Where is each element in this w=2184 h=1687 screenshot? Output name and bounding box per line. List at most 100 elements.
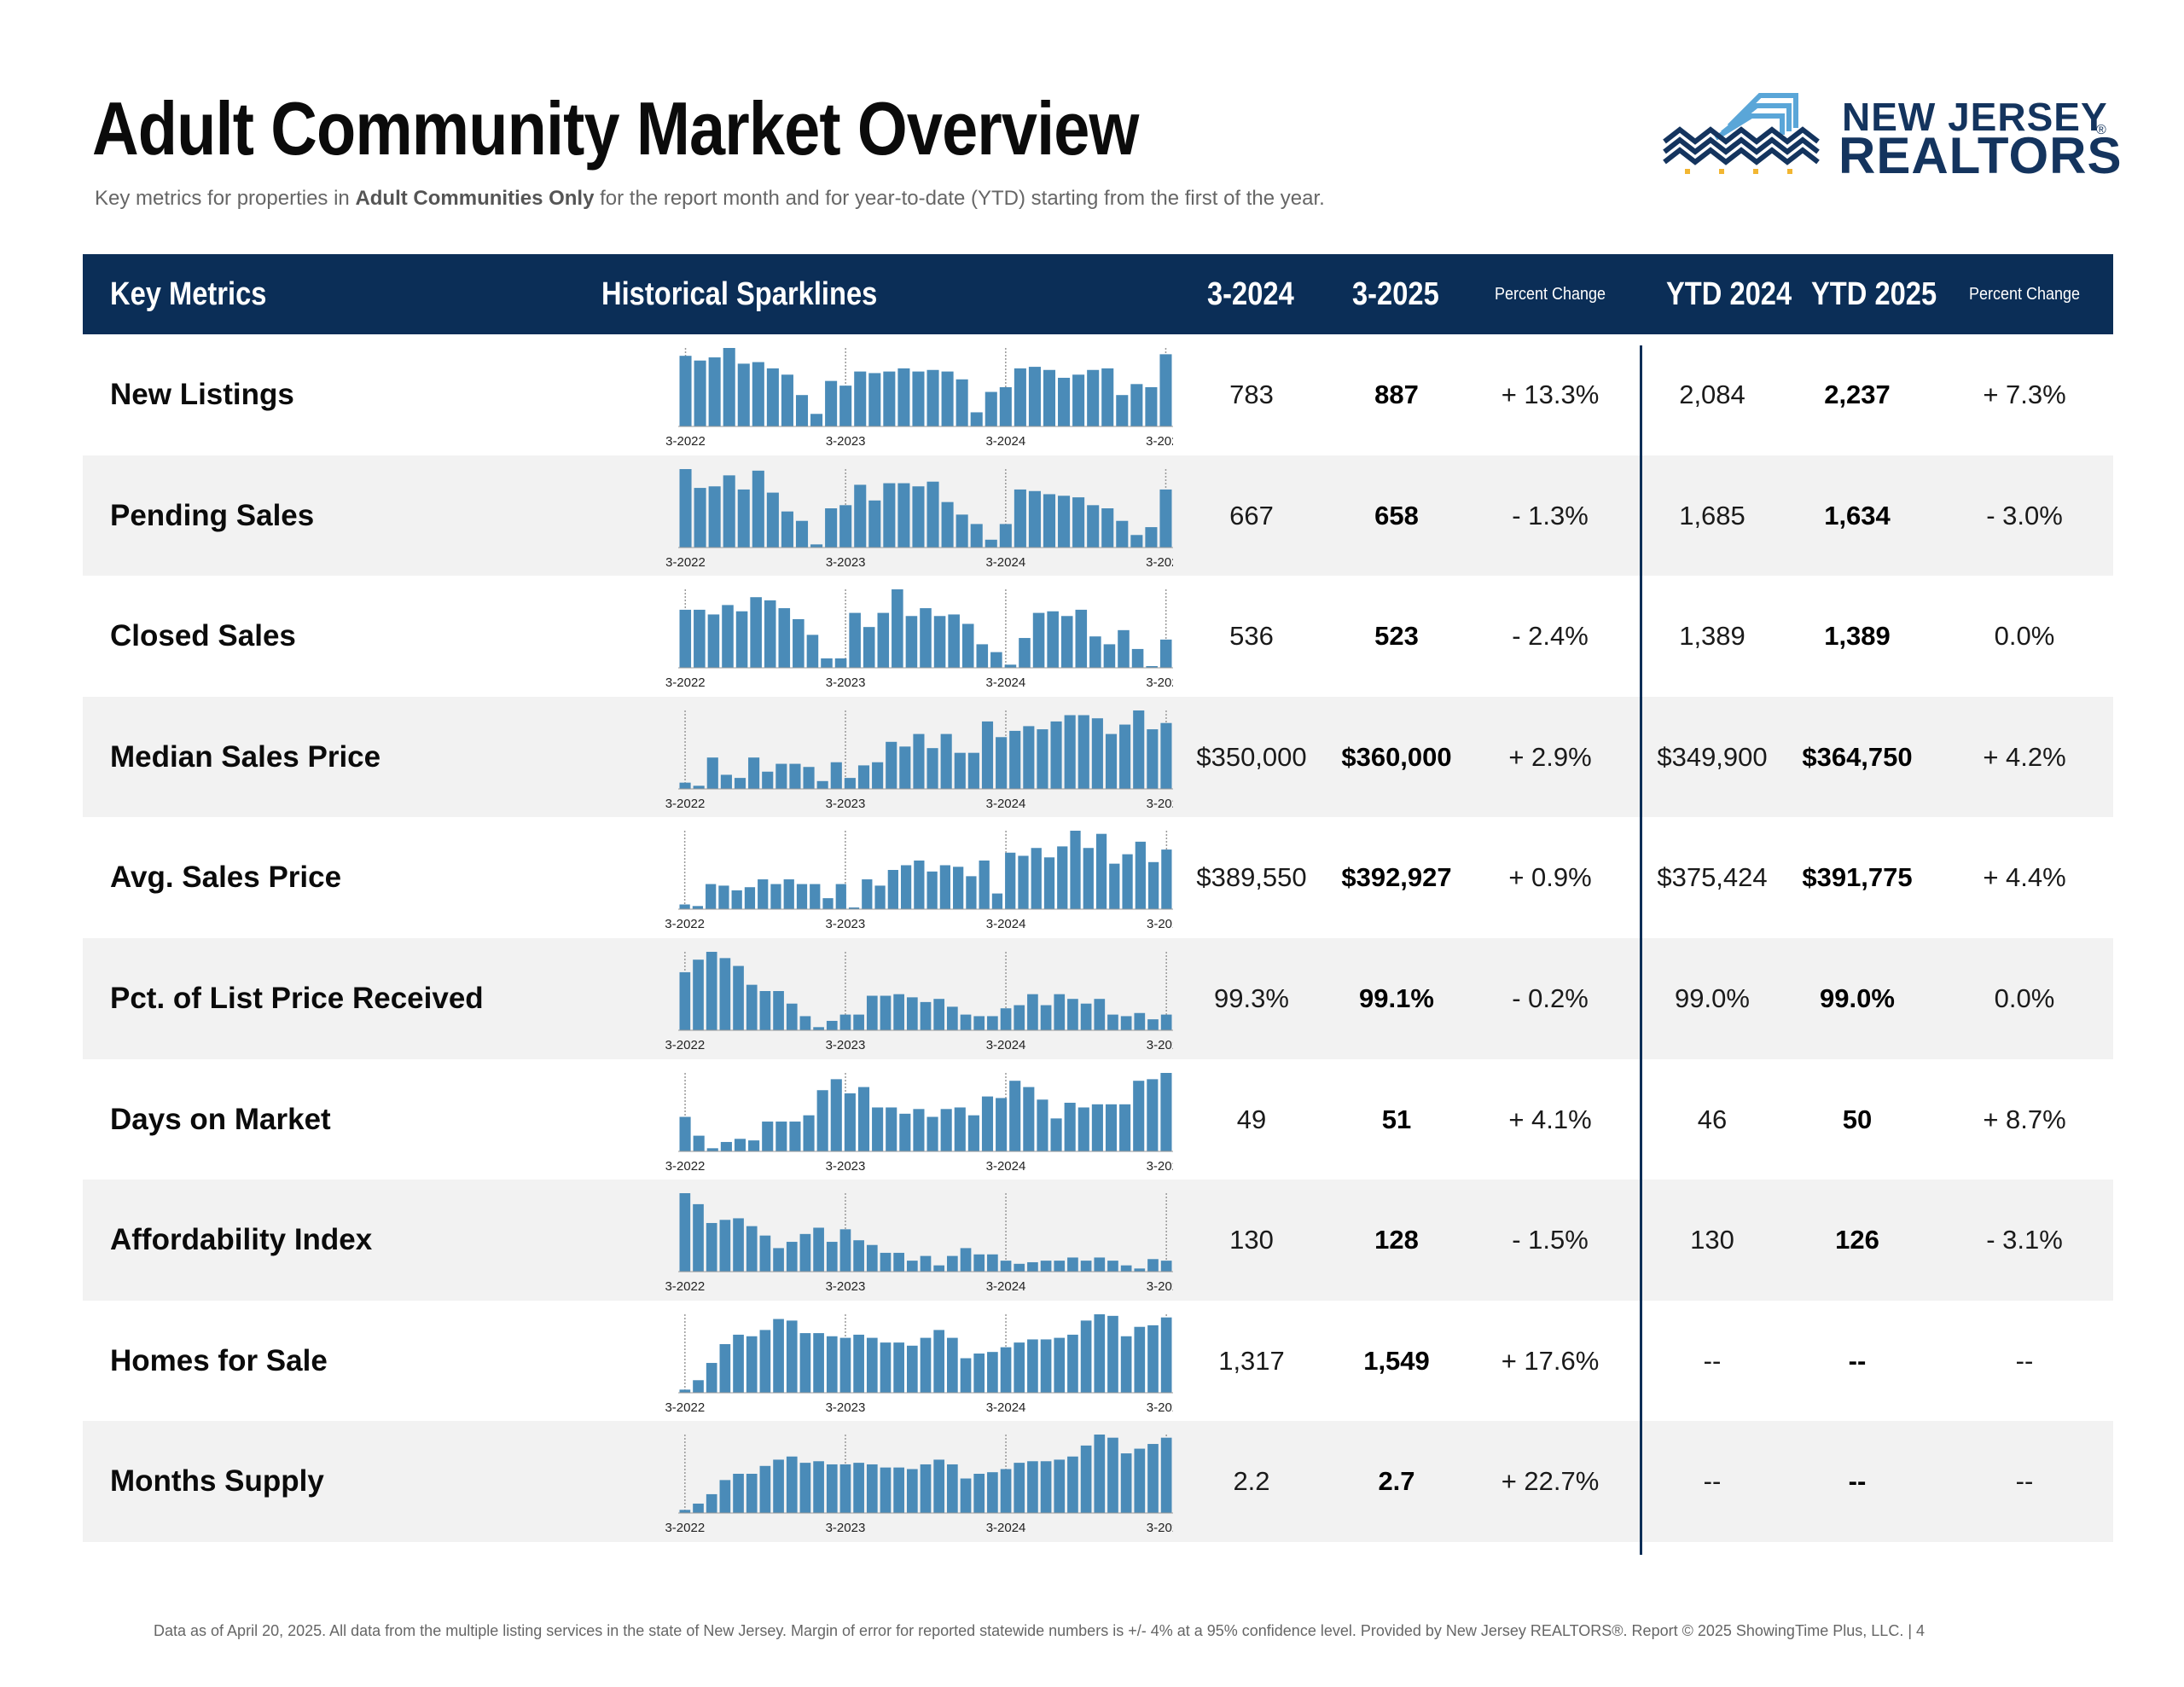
table-header: Key Metrics Historical Sparklines 3-2024… bbox=[83, 254, 2113, 334]
sparkline-bar bbox=[1027, 994, 1038, 1030]
sparkline-bar bbox=[853, 1014, 864, 1030]
sparkline-bar bbox=[1160, 1072, 1172, 1151]
header-ytd-percent-change: Percent Change bbox=[1968, 285, 2081, 304]
sparkline-bar bbox=[1080, 1446, 1092, 1514]
sparkline-bar bbox=[1118, 630, 1130, 669]
sparkline-bar bbox=[892, 589, 903, 669]
sparkline-bar bbox=[1004, 664, 1017, 669]
sparkline-bar bbox=[912, 485, 925, 548]
sparkline-bar bbox=[886, 741, 897, 789]
sparkline-tick-label: 3-2023 bbox=[826, 675, 866, 690]
sparkline-bar bbox=[706, 884, 717, 910]
sparkline-bar bbox=[1160, 1014, 1172, 1030]
sparkline-tick-label: 3-2022 bbox=[665, 797, 706, 811]
value-ytd-percent-change: 0.0% bbox=[1994, 621, 2055, 652]
sparkline-bar bbox=[1147, 1444, 1159, 1514]
sparkline-tick-label: 3-2024 bbox=[986, 917, 1026, 931]
sparkline-bar bbox=[706, 1494, 717, 1514]
sparkline-bar bbox=[940, 733, 952, 789]
sparkline-bar bbox=[693, 1204, 704, 1272]
sparkline-bar bbox=[967, 1115, 979, 1151]
sparkline-tick-label: 3-2022 bbox=[665, 1400, 705, 1415]
sparkline-bar bbox=[893, 994, 904, 1030]
sparkline-bar bbox=[1058, 377, 1071, 426]
sparkline-bar bbox=[1014, 1463, 1025, 1514]
sparkline-bar bbox=[1000, 1469, 1012, 1514]
sparkline-bar bbox=[987, 1254, 998, 1272]
sparkline-bar bbox=[1043, 857, 1055, 910]
sparkline-tick-label: 3-2024 bbox=[985, 555, 1025, 570]
sparkline-tick-label: 3-2025 bbox=[1147, 917, 1173, 931]
value-3-2025: 658 bbox=[1374, 500, 1419, 530]
sparkline-bar bbox=[1130, 534, 1143, 548]
sparkline-bar bbox=[746, 1474, 758, 1514]
sparkline-bar bbox=[795, 520, 809, 548]
sparkline-bar bbox=[912, 371, 925, 426]
sparkline-bar bbox=[906, 1261, 918, 1272]
sparkline-bar bbox=[734, 777, 746, 789]
sparkline-bar bbox=[872, 762, 884, 789]
sparkline-bar bbox=[816, 780, 828, 789]
sparkline-bar bbox=[1067, 1257, 1078, 1272]
sparkline-bar bbox=[940, 1108, 952, 1151]
sparkline-bar bbox=[759, 990, 771, 1030]
value-percent-change: + 13.3% bbox=[1501, 380, 1600, 409]
sparkline-bar bbox=[941, 371, 954, 426]
sparkline-bar bbox=[1091, 717, 1103, 789]
sparkline-bar bbox=[1054, 994, 1066, 1030]
sparkline-tick-label: 3-2024 bbox=[985, 434, 1025, 449]
sparkline-bar bbox=[866, 995, 878, 1030]
sparkline-bar bbox=[735, 611, 748, 669]
sparkline-bar bbox=[848, 907, 860, 910]
value-ytd-percent-change: - 3.0% bbox=[1986, 500, 2063, 530]
sparkline-bar bbox=[746, 1226, 758, 1272]
sparkline-bar bbox=[1146, 666, 1158, 669]
value-ytd-percent-change: - 3.1% bbox=[1986, 1225, 2063, 1255]
value-percent-change: - 1.3% bbox=[1512, 500, 1589, 530]
sparkline-bar bbox=[866, 1337, 878, 1393]
table-row: Median Sales Price 3-2022 3-2023 3-2024 3-20… bbox=[83, 696, 2113, 818]
sparkline-bar bbox=[694, 487, 706, 548]
sparkline-bar bbox=[758, 879, 769, 910]
sparkline-bar bbox=[733, 965, 744, 1030]
value-ytd-2024: -- bbox=[1703, 1345, 1722, 1376]
sparkline-bar bbox=[786, 1320, 798, 1393]
sparkline-tick-label: 3-2024 bbox=[986, 1400, 1026, 1415]
sparkline-bar bbox=[1075, 610, 1088, 669]
sparkline-bar bbox=[693, 1135, 705, 1151]
sparkline-bar bbox=[1023, 1087, 1035, 1151]
value-ytd-2025: 50 bbox=[1842, 1104, 1873, 1134]
value-ytd-2025: 99.0% bbox=[1820, 983, 1895, 1013]
sparkline-bar bbox=[789, 1121, 801, 1151]
sparkline-bar bbox=[679, 971, 691, 1030]
header-key-metrics: Key Metrics bbox=[110, 276, 267, 312]
sparkline-bar bbox=[853, 1334, 864, 1393]
value-percent-change: - 1.5% bbox=[1512, 1225, 1589, 1255]
sparkline-tick-label: 3-2023 bbox=[826, 1159, 866, 1174]
value-percent-change: + 2.9% bbox=[1508, 741, 1592, 772]
sparkline-bar bbox=[1161, 849, 1172, 910]
sparkline-bar bbox=[863, 627, 875, 669]
sparkline-bar bbox=[679, 1510, 691, 1514]
sparkline-chart: 3-2022 3-2023 3-2024 3-2025 bbox=[665, 1072, 1173, 1174]
sparkline-bar bbox=[920, 1001, 932, 1030]
sparkline-bar bbox=[1122, 854, 1133, 910]
sparkline-bar bbox=[706, 951, 717, 1030]
sparkline-tick-label: 3-2023 bbox=[826, 797, 866, 811]
sparkline-bar bbox=[1133, 1080, 1145, 1151]
sparkline-bar bbox=[1014, 489, 1026, 548]
sparkline-bar bbox=[1133, 710, 1145, 789]
sparkline-bar bbox=[1107, 1438, 1118, 1514]
logo-text-realtors: REALTORS bbox=[1838, 127, 2123, 184]
sparkline-chart: 3-2022 3-2023 3-2024 3-2025 bbox=[665, 831, 1173, 931]
sparkline-bar bbox=[1120, 1453, 1132, 1514]
sparkline-bar bbox=[789, 763, 801, 789]
sparkline-bar bbox=[1134, 1268, 1146, 1272]
sparkline-bar bbox=[830, 762, 842, 789]
sparkline-tick-label: 3-2024 bbox=[986, 1038, 1026, 1052]
sparkline-bar bbox=[679, 610, 692, 669]
sparkline-bar bbox=[985, 539, 997, 548]
sparkline-tick-label: 3-2024 bbox=[986, 675, 1026, 690]
value-percent-change: + 0.9% bbox=[1508, 862, 1592, 893]
sparkline-bar bbox=[822, 898, 834, 910]
